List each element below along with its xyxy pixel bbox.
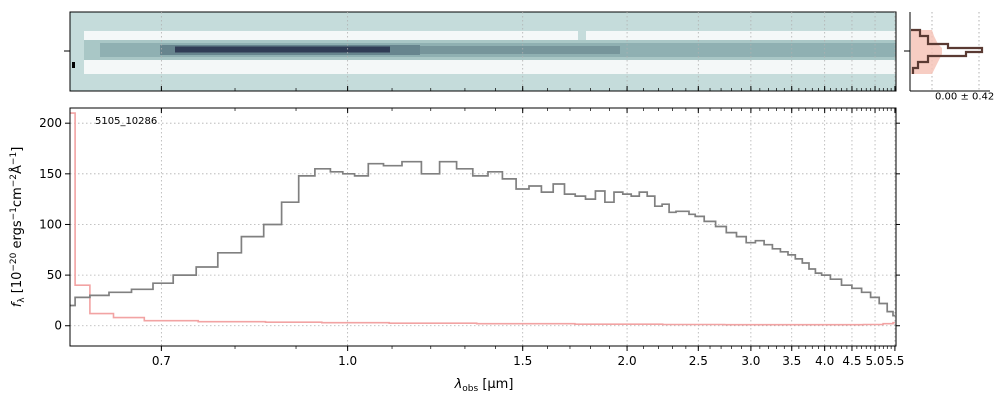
grid-lines: [70, 108, 896, 346]
spectrum-2d-ticks: [160, 12, 896, 91]
spectrum-2d-image: [70, 12, 896, 91]
profile-annotation: 0.00 ± 0.42: [935, 91, 994, 102]
y-tick-label: 200: [39, 116, 62, 130]
y-tick-label: 0: [54, 319, 62, 333]
x-axis-label: λobs [μm]: [454, 377, 514, 394]
object-label: 5105_10286: [95, 116, 157, 127]
error-series-line: [70, 112, 895, 326]
x-tick-label: 5.5: [885, 354, 904, 368]
x-tick-label: 1.5: [513, 354, 532, 368]
flux-series-line: [70, 160, 895, 317]
x-tick-label: 4.5: [842, 354, 861, 368]
x-tick-label: 4.0: [815, 354, 834, 368]
y-tick-label: 50: [47, 268, 62, 282]
spectrum-2d-panel: [64, 11, 897, 92]
x-tick-label: 5.0: [865, 354, 884, 368]
x-tick-label: 1.0: [338, 354, 357, 368]
x-tick-label: 2.5: [689, 354, 708, 368]
x-tick-label: 3.5: [782, 354, 801, 368]
x-tick-label: 2.0: [618, 354, 637, 368]
profile-data: [911, 28, 984, 74]
spectrum-1d-panel: 0.7 1.0 1.5 2.0 2.5 3.0 3.5 4.0 4.5 5.0 5.5 0 50 100…: [39, 107, 904, 368]
x-tick-label: 0.7: [152, 354, 171, 368]
x-axis-ticks: 0.7 1.0 1.5 2.0 2.5 3.0 3.5 4.0 4.5 5.0 5.5: [152, 108, 904, 368]
x-tick-label: 3.0: [741, 354, 760, 368]
y-axis-label: fλ [10−20 ergs−1cm−2Å−1]: [9, 147, 27, 308]
y-tick-label: 150: [39, 167, 62, 181]
profile-panel: 0.00 ± 0.42: [904, 12, 994, 102]
y-axis-ticks: 0 50 100 150 200: [39, 116, 900, 333]
y-tick-label: 100: [39, 217, 62, 231]
